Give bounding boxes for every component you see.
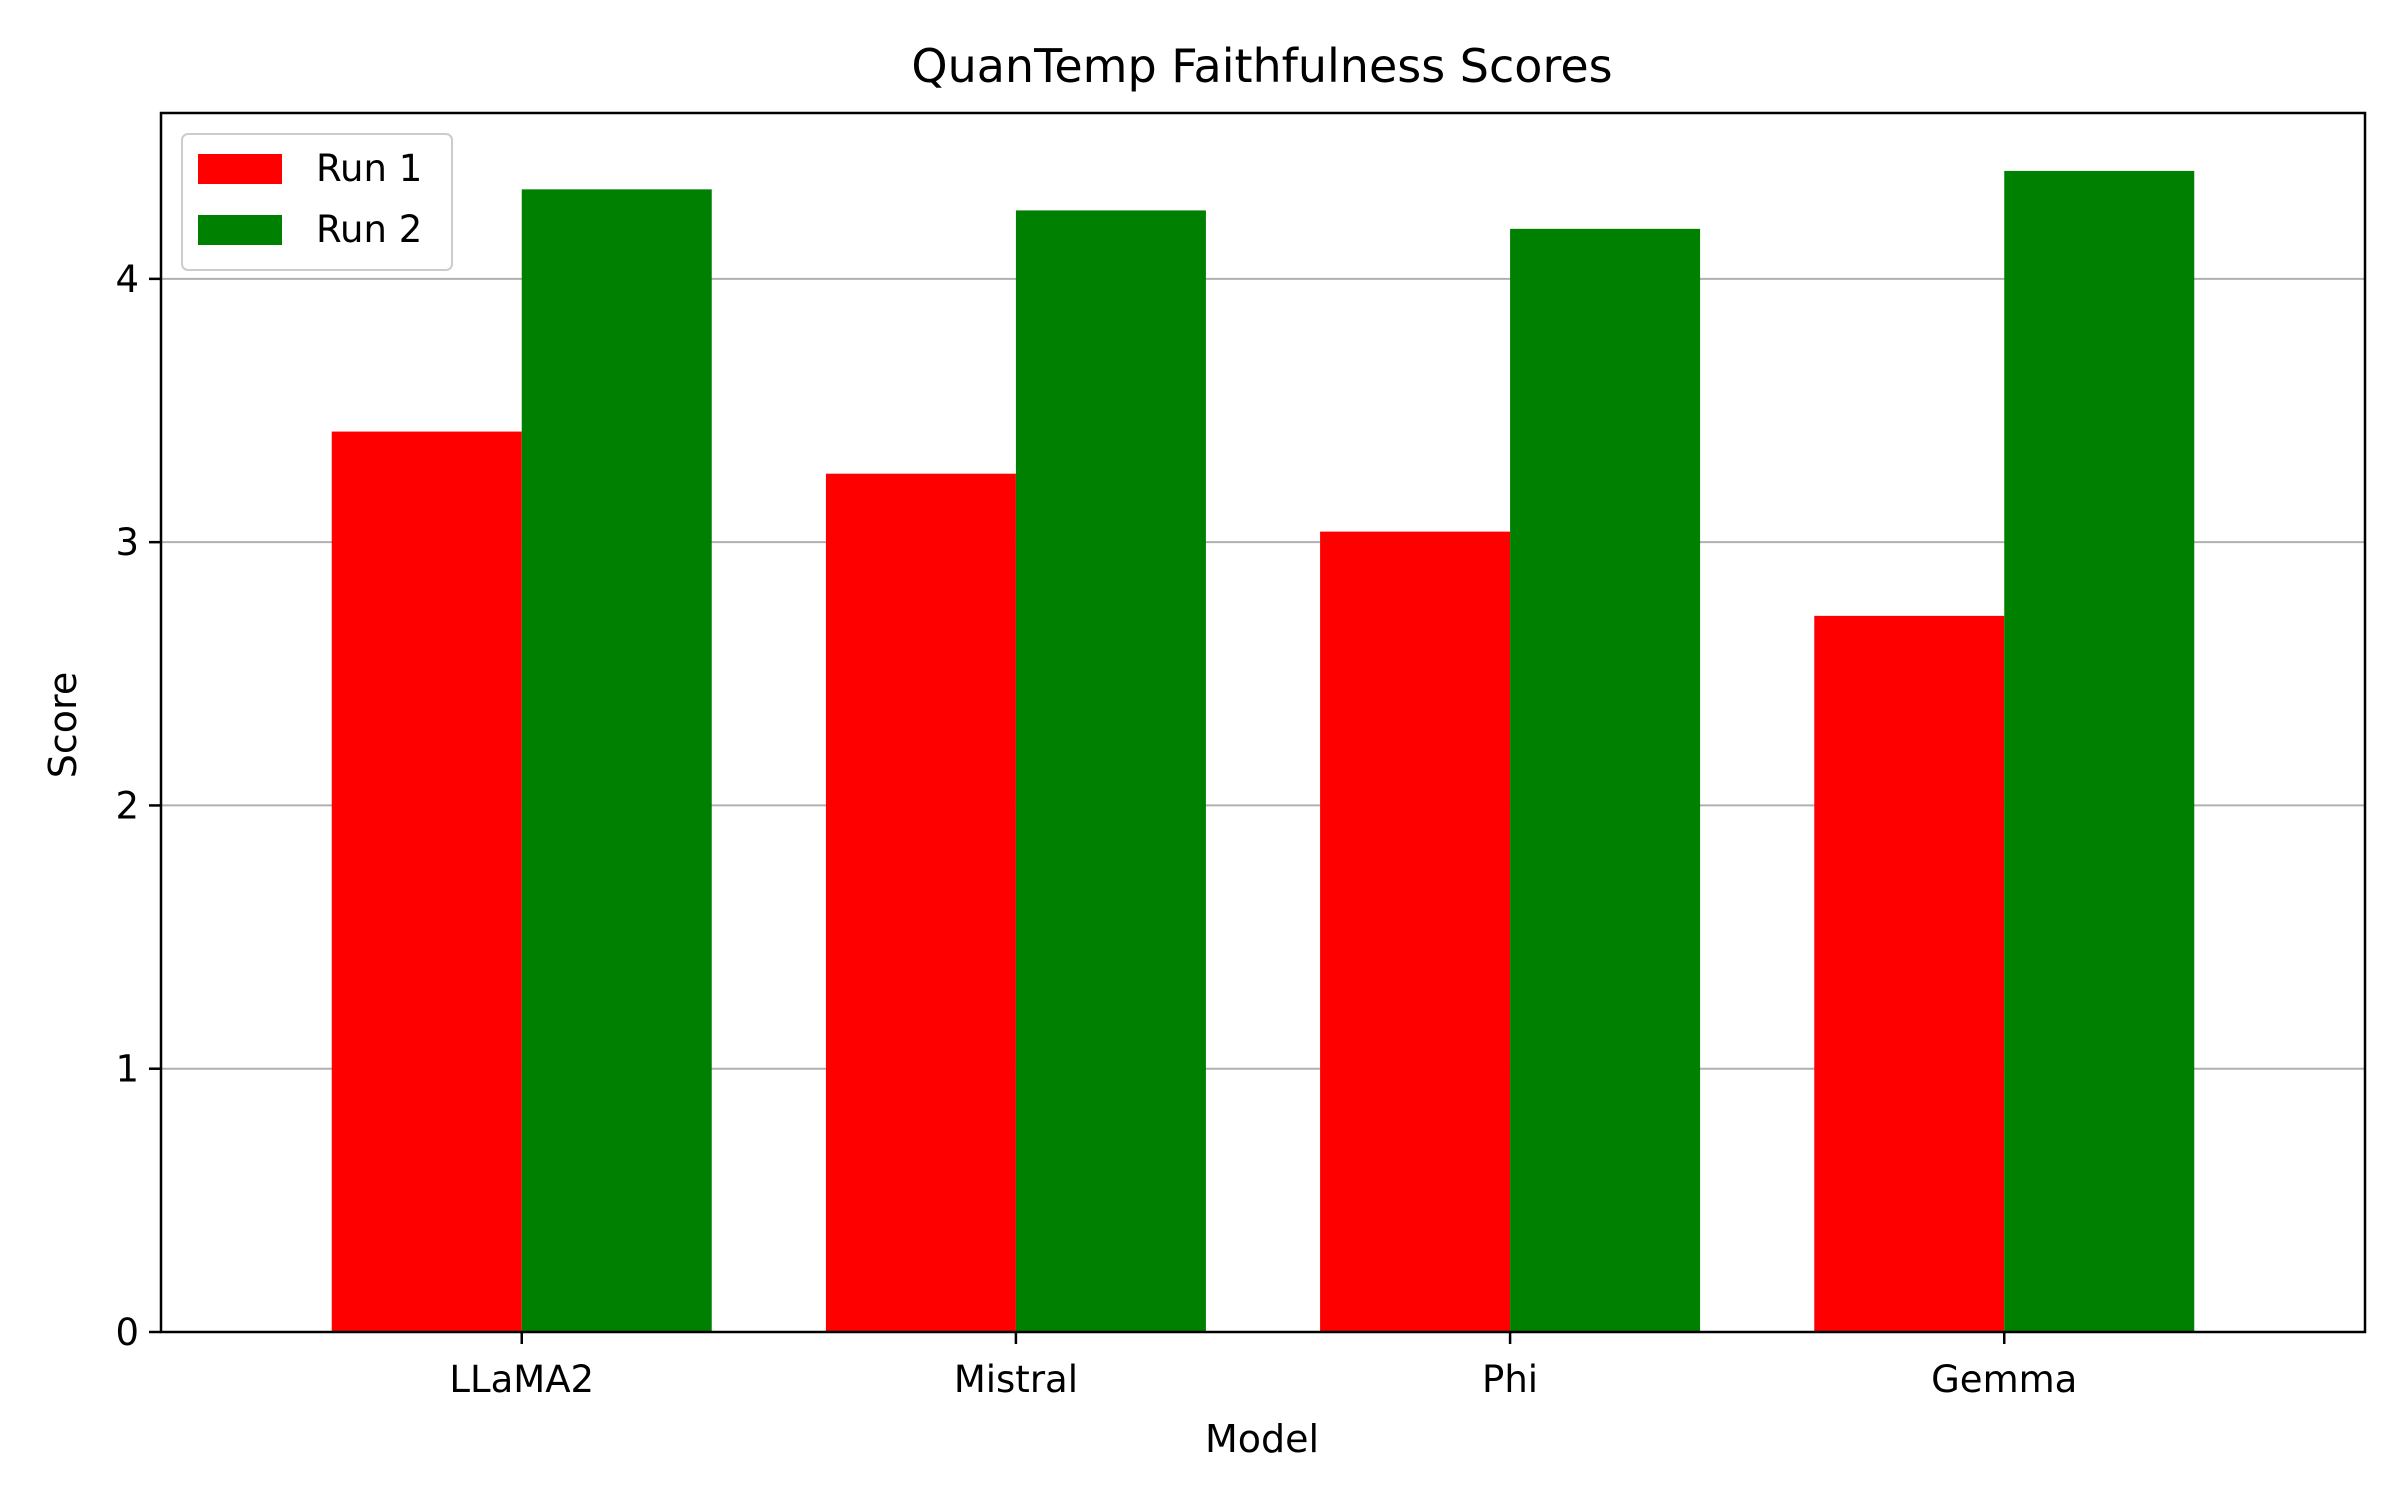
bar-mistral-run-2: [1015, 210, 1206, 1333]
x-tick-label: Mistral: [954, 1358, 1078, 1401]
y-tick-label: 2: [115, 784, 139, 827]
y-axis-ticks: 0 1 2 3 4: [115, 258, 161, 1354]
x-tick-label: Phi: [1482, 1358, 1538, 1401]
bar-phi-run-2: [1510, 228, 1701, 1333]
y-tick-label: 1: [115, 1048, 139, 1091]
x-axis-label: Model: [1205, 1417, 1319, 1461]
y-tick-label: 0: [115, 1311, 139, 1354]
bar-llama2-run-1: [331, 431, 522, 1332]
legend-swatch-run-1: [198, 154, 282, 184]
bar-gemma-run-1: [1814, 615, 2005, 1332]
plot-frame: [159, 111, 2367, 1334]
x-tick-label: LLaMA2: [449, 1358, 594, 1401]
bar-llama2-run-2: [521, 189, 712, 1332]
y-tick-label: 3: [115, 521, 139, 564]
x-tick-label: Gemma: [1931, 1358, 2077, 1401]
legend-swatch-run-2: [198, 215, 282, 245]
bars: [331, 170, 2195, 1333]
y-tick-label: 4: [115, 258, 139, 301]
chart-title: QuanTemp Faithfulness Scores: [911, 39, 1612, 93]
bar-phi-run-1: [1320, 531, 1511, 1332]
legend: Run 1 Run 2: [181, 133, 453, 271]
legend-label-run-2: Run 2: [316, 208, 422, 251]
bar-gemma-run-2: [2004, 170, 2195, 1332]
legend-label-run-1: Run 1: [316, 147, 422, 190]
bar-mistral-run-1: [825, 473, 1016, 1332]
x-axis-ticks: LLaMA2 Mistral Phi Gemma: [449, 1332, 2077, 1401]
y-axis-label: Score: [41, 672, 85, 778]
